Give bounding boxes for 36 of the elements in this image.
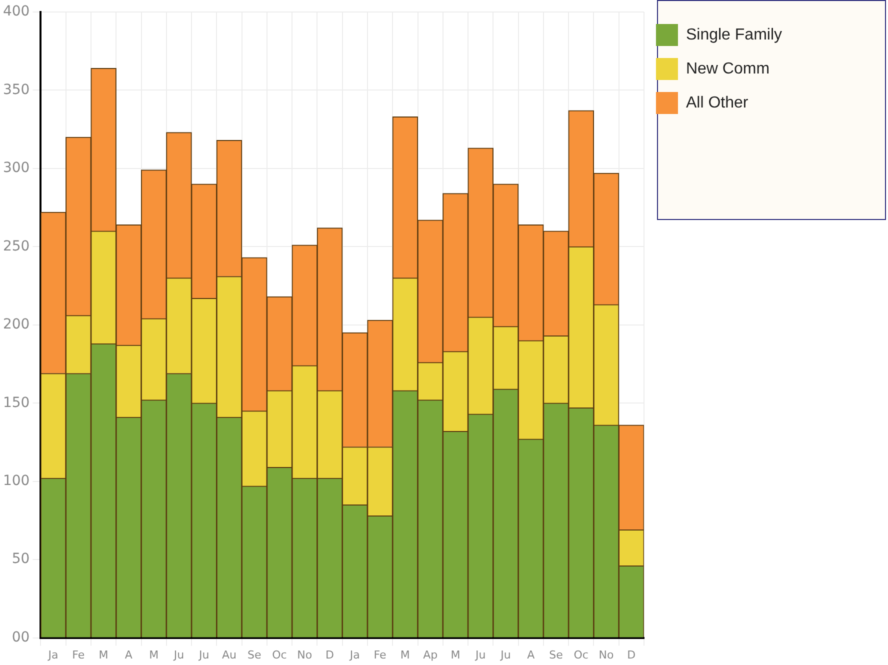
x-tick-label: Ja bbox=[47, 648, 58, 662]
x-tick-label: A bbox=[527, 648, 536, 662]
legend-label: Single Family bbox=[686, 26, 782, 44]
y-tick-label: 400 bbox=[2, 4, 30, 20]
y-tick-label: 150 bbox=[2, 394, 30, 411]
x-tick-label: Oc bbox=[574, 648, 588, 662]
legend-label: New Comm bbox=[686, 60, 770, 78]
x-tick-label: M bbox=[149, 648, 159, 662]
x-tick-label: M bbox=[450, 648, 460, 662]
x-tick-label: No bbox=[297, 648, 312, 662]
x-tick-label: Se bbox=[549, 648, 564, 662]
x-tick-label: Ju bbox=[500, 648, 511, 662]
y-tick-label: 100 bbox=[2, 472, 30, 489]
y-tick-label: 350 bbox=[2, 82, 30, 98]
x-tick-label: M bbox=[400, 648, 410, 662]
x-tick-label: Se bbox=[247, 648, 262, 662]
y-tick-label: 200 bbox=[2, 316, 30, 333]
x-tick-label: No bbox=[598, 648, 614, 662]
x-tick-label: Ju bbox=[172, 648, 184, 662]
x-tick-label: Ja bbox=[348, 648, 360, 662]
y-tick-label: 50 bbox=[12, 551, 30, 568]
y-tick-label: 250 bbox=[2, 238, 30, 254]
y-tick-label: 00 bbox=[12, 629, 30, 646]
x-tick-label: Oc bbox=[272, 648, 287, 662]
x-tick-label: Ap bbox=[423, 648, 438, 662]
x-tick-label: D bbox=[326, 648, 334, 662]
x-tick-label: D bbox=[627, 648, 636, 662]
x-tick-label: Fe bbox=[374, 648, 387, 662]
x-tick-label: M bbox=[98, 648, 108, 662]
x-tick-label: Ju bbox=[198, 648, 210, 662]
x-tick-label: Ju bbox=[474, 648, 486, 662]
x-tick-label: Au bbox=[222, 648, 236, 662]
x-tick-label: A bbox=[124, 648, 133, 662]
legend-label: All Other bbox=[686, 94, 749, 112]
x-tick-label: Fe bbox=[72, 648, 85, 662]
y-tick-label: 300 bbox=[2, 160, 30, 176]
